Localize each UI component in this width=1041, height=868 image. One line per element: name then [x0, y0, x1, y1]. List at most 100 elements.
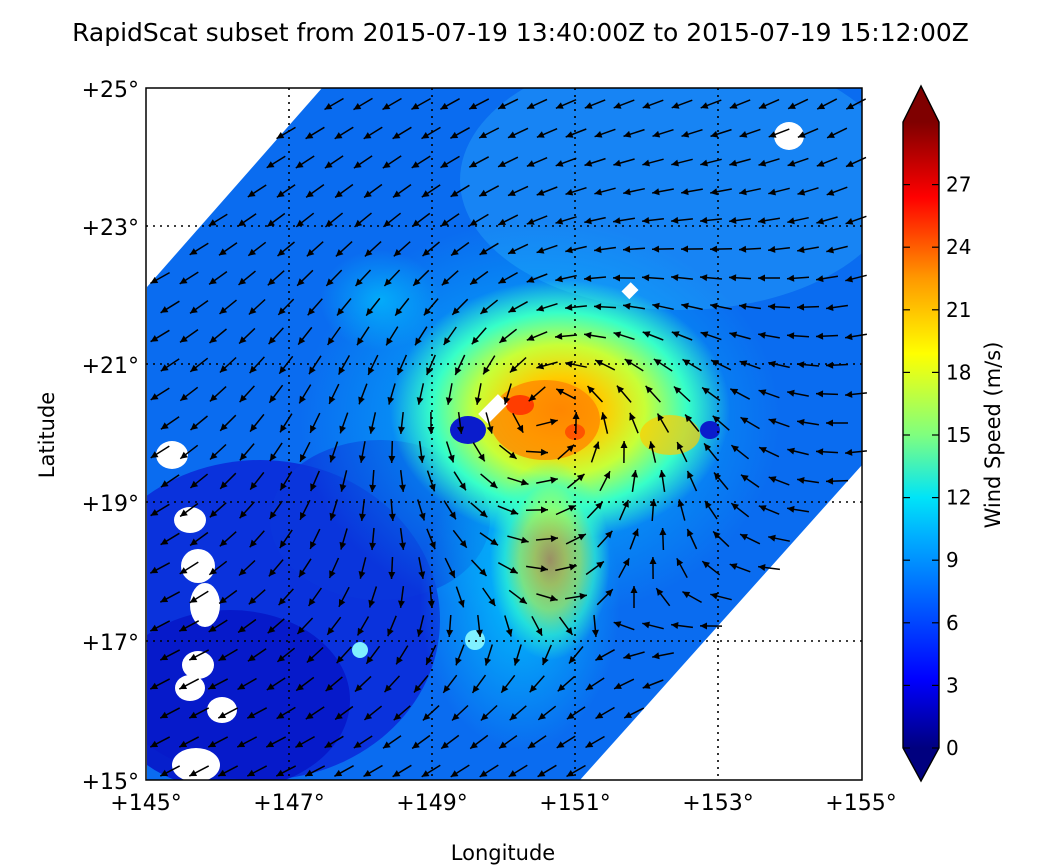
wind-arrow [671, 622, 693, 629]
wind-arrow [209, 443, 227, 461]
wind-arrow [296, 617, 314, 635]
wind-arrow [564, 592, 588, 600]
wind-arrow [684, 414, 700, 432]
wind-arrow [446, 614, 454, 638]
wind-arrow [450, 184, 470, 198]
wind-arrow [382, 155, 402, 169]
wind-arrow [728, 274, 752, 282]
wind-arrow [758, 389, 780, 399]
wind-arrow [276, 184, 296, 198]
wind-arrow [729, 158, 751, 167]
wind-arrow [247, 648, 267, 662]
wind-arrow [845, 448, 867, 456]
wind-arrow [738, 303, 762, 310]
wind-arrow [276, 126, 296, 140]
wind-arrow [474, 383, 482, 405]
map-title: RapidScat subset from 2015-07-19 13:40:0… [72, 18, 969, 47]
wind-arrow [454, 354, 466, 376]
wind-arrow [612, 217, 636, 225]
wind-arrow [671, 99, 693, 109]
wind-arrow [480, 704, 498, 722]
colorbar-tick-label: 21 [946, 298, 971, 322]
wind-arrow [508, 764, 528, 778]
wind-arrow [567, 473, 585, 489]
wind-arrow [356, 616, 370, 636]
wind-arrow [613, 678, 635, 690]
wind-arrow [425, 644, 437, 666]
wind-arrow [189, 531, 209, 547]
wind-arrow [557, 676, 575, 692]
wind-arrow [787, 389, 809, 397]
lon-tick-label: +149° [396, 791, 467, 816]
wind-arrow [593, 303, 617, 311]
wind-arrow [246, 765, 268, 777]
wind-arrow [295, 735, 315, 749]
wind-direction-arrows [149, 97, 868, 778]
wind-arrow [671, 274, 693, 282]
wind-arrow [218, 242, 238, 256]
wind-arrow [329, 441, 339, 463]
wind-arrow [816, 216, 838, 225]
wind-arrow [369, 469, 377, 493]
wind-arrow [306, 241, 324, 257]
wind-arrow [594, 359, 616, 371]
wind-arrow [565, 303, 587, 311]
wind-arrow [648, 441, 657, 463]
wind-arrow [815, 390, 839, 398]
wind-arrow [363, 764, 383, 778]
wind-arrow [279, 471, 293, 491]
wind-arrow [525, 565, 549, 573]
wind-arrow [740, 474, 760, 488]
wind-arrow [190, 415, 208, 431]
wind-arrow [629, 412, 639, 434]
wind-arrow [426, 354, 436, 376]
wind-arrow [498, 328, 518, 344]
wind-arrow [266, 212, 286, 228]
wind-arrow [426, 528, 436, 550]
wind-arrow [179, 502, 199, 518]
lat-tick-label: +19° [82, 492, 139, 517]
wind-arrow [498, 444, 518, 460]
wind-arrow [398, 586, 405, 608]
wind-arrow [825, 477, 849, 485]
wind-arrow [525, 448, 549, 456]
wind-arrow [508, 589, 528, 605]
wind-arrow [334, 765, 354, 777]
wind-arrow [369, 527, 377, 551]
wind-arrow [700, 331, 722, 341]
wind-arrow [238, 270, 256, 286]
wind-arrow [309, 412, 321, 434]
colorbar-max-extension [903, 86, 939, 122]
wind-arrow [388, 440, 396, 464]
wind-arrow [526, 273, 548, 283]
wind-arrow [385, 326, 399, 346]
wind-arrow [676, 557, 688, 579]
wind-arrow [758, 274, 780, 282]
wind-arrow [712, 530, 730, 548]
wind-arrow [358, 383, 368, 405]
wind-arrow [565, 128, 587, 138]
wind-arrow [786, 332, 810, 340]
wind-arrow [796, 418, 820, 426]
colorbar-tick-label: 15 [946, 423, 971, 447]
wind-arrow [599, 470, 611, 492]
wind-arrow [673, 385, 691, 403]
wind-arrow [189, 357, 209, 373]
wind-arrow [739, 360, 761, 370]
wind-arrow [739, 187, 761, 196]
wind-arrow [482, 355, 496, 375]
wind-arrow [768, 418, 790, 428]
wind-arrow [768, 128, 790, 138]
wind-arrow [729, 388, 751, 400]
lon-tick-label: +151° [539, 791, 610, 816]
wind-arrow [265, 736, 287, 748]
wind-arrow [757, 217, 781, 225]
wind-arrow [237, 213, 257, 227]
wind-arrow [815, 275, 839, 283]
lat-tick-label: +17° [82, 631, 139, 656]
wind-arrow [572, 411, 580, 435]
wind-arrow [396, 354, 408, 376]
wind-arrow [395, 645, 409, 665]
wind-arrow [497, 214, 519, 226]
wind-arrow [787, 216, 809, 225]
